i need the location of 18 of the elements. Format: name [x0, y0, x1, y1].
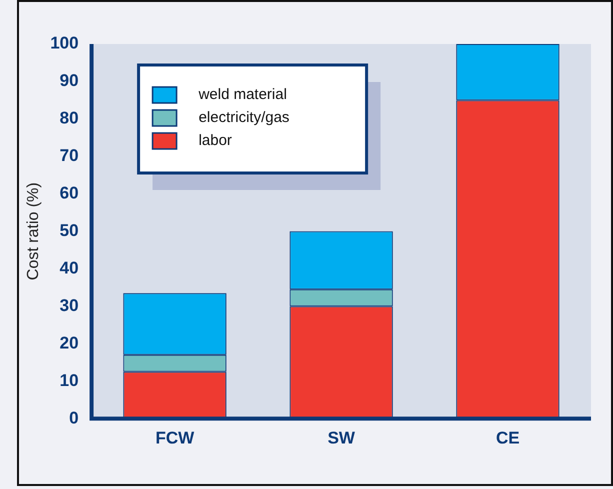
y-tick-label: 80 [60, 108, 79, 128]
legend-label: weld material [198, 86, 287, 104]
y-tick-label: 30 [60, 296, 79, 315]
y-tick-label: 0 [69, 408, 79, 428]
x-tick-label: FCW [155, 428, 196, 448]
y-tick-label: 60 [60, 184, 79, 203]
y-tick-label: 90 [60, 71, 79, 90]
legend-label: electricity/gas [198, 109, 290, 126]
x-tick-label: CE [496, 428, 520, 448]
y-tick-label: 100 [50, 34, 79, 53]
y-tick-label: 70 [60, 146, 79, 166]
x-tick-label: SW [328, 428, 356, 448]
y-tick-label: 40 [60, 258, 79, 278]
y-tick-label: 50 [60, 220, 79, 240]
y-tick-label: 10 [60, 370, 79, 390]
y-tick-label: 20 [60, 333, 79, 352]
y-axis-title: Cost ratio (%) [25, 182, 42, 280]
legend-label: labor [198, 132, 232, 150]
